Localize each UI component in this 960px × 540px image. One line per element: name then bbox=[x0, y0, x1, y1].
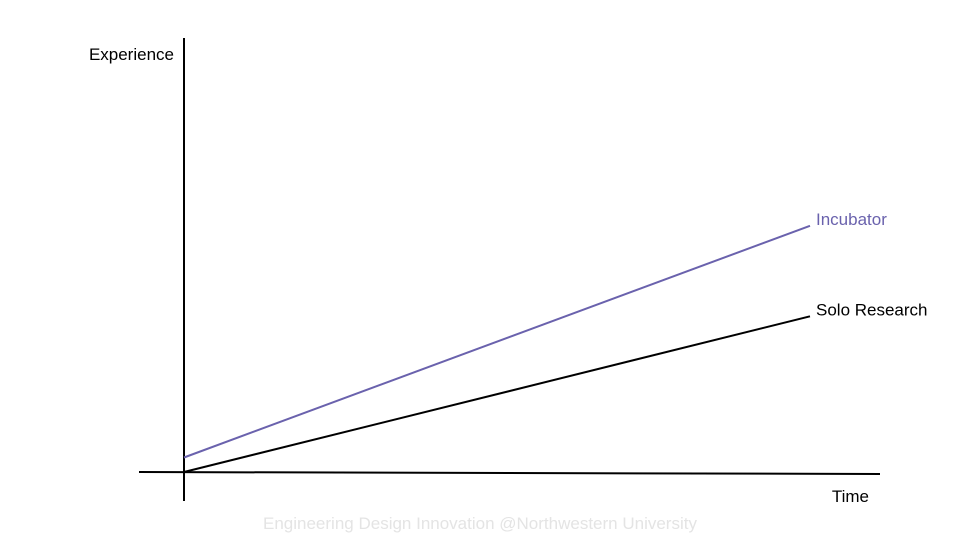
x-axis bbox=[138, 471, 881, 475]
x-axis-label: Time bbox=[832, 487, 869, 506]
y-axis-label: Experience bbox=[89, 45, 174, 64]
footer-watermark: Engineering Design Innovation @Northwest… bbox=[263, 514, 697, 533]
series-line-incubator bbox=[183, 224, 811, 459]
series-label-incubator: Incubator bbox=[816, 210, 887, 229]
series-label-solo-research: Solo Research bbox=[816, 300, 928, 319]
series-layer: Incubator Solo Research bbox=[183, 210, 928, 473]
series-line-solo-research bbox=[183, 315, 811, 473]
